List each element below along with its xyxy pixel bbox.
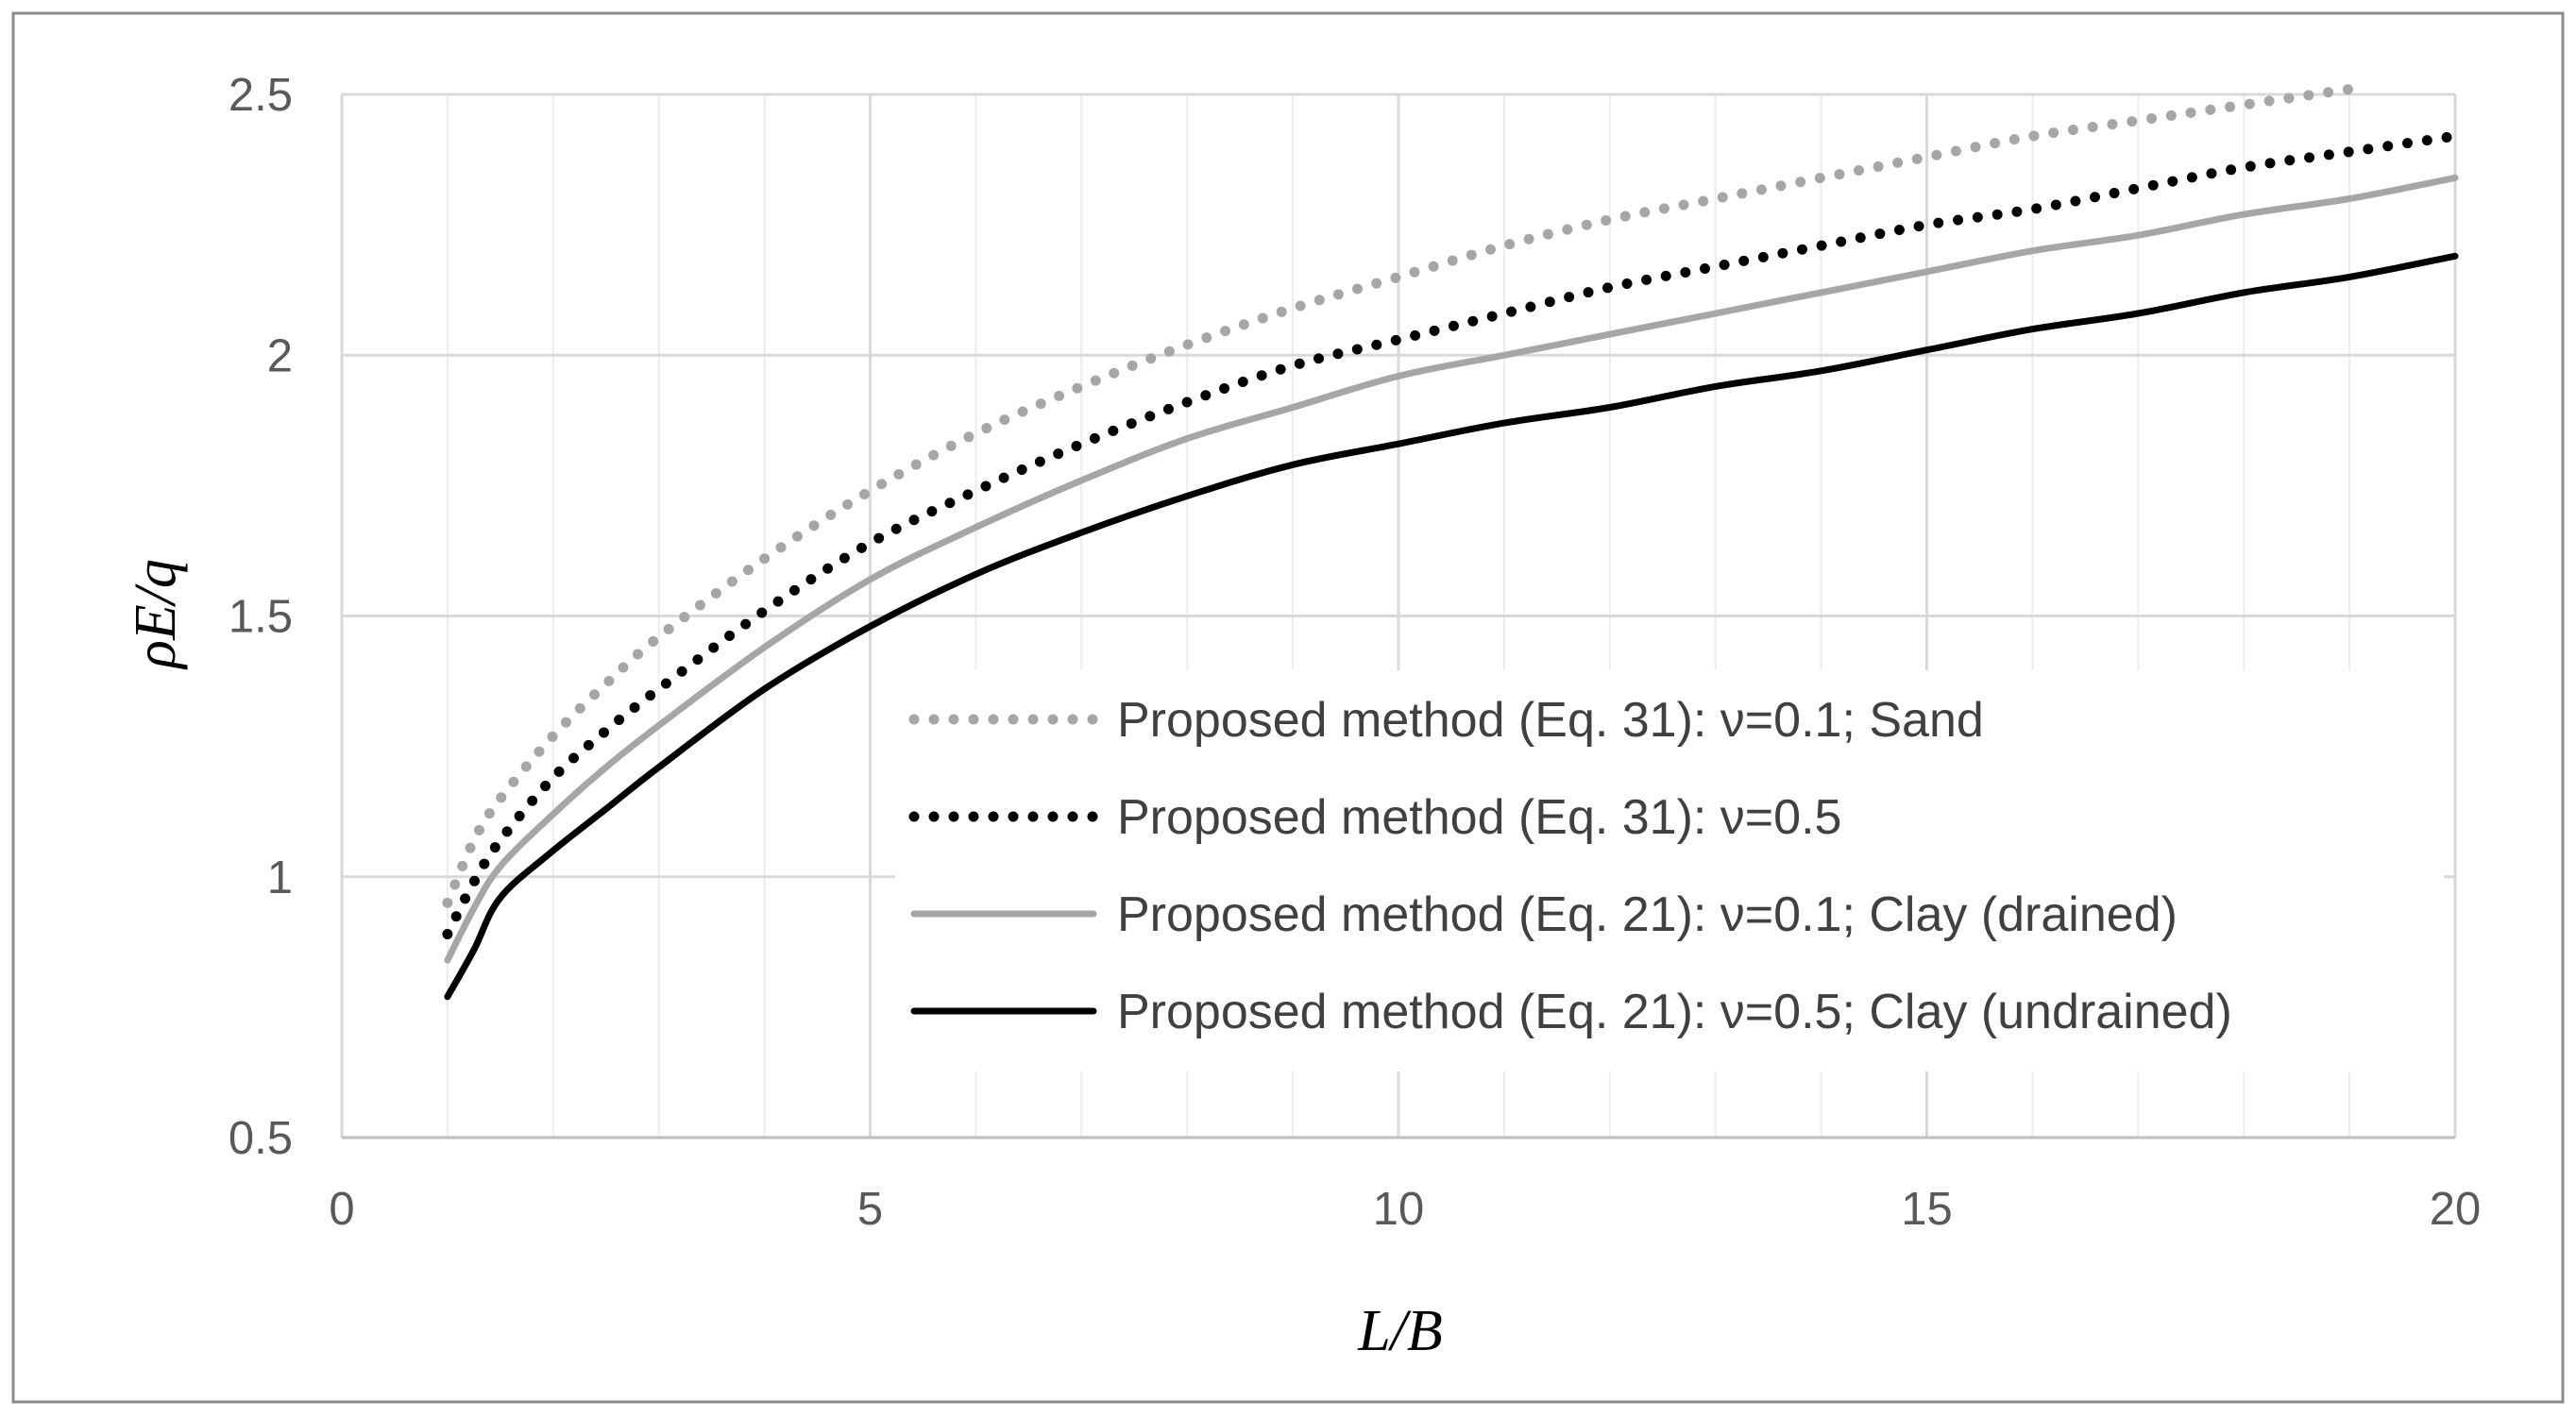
x-tick-label: 10	[1373, 1184, 1425, 1235]
legend-label-clay-drained: Proposed method (Eq. 21): ν=0.1; Clay (d…	[1117, 887, 2178, 942]
legend-label-nu-0-5: Proposed method (Eq. 31): ν=0.5	[1117, 790, 1841, 845]
series-clay-drained-line	[444, 174, 2459, 964]
y-tick-label: 1.5	[229, 592, 293, 643]
y-tick-label: 2	[267, 330, 293, 381]
legend: Proposed method (Eq. 31): ν=0.1; Sand Pro…	[895, 670, 2444, 1071]
y-axis-title: ρE/q	[124, 559, 188, 670]
legend-background	[895, 670, 2444, 1071]
x-tick-label: 15	[1901, 1184, 1953, 1235]
y-tick-label: 2.5	[229, 70, 293, 121]
series-layer	[442, 84, 2461, 1001]
series-sand-nu-0-1-line	[442, 84, 2355, 908]
series-nu-0-5-line	[442, 130, 2461, 939]
y-tick-label: 0.5	[229, 1113, 293, 1164]
legend-label-clay-undrained: Proposed method (Eq. 21): ν=0.5; Clay (u…	[1117, 985, 2232, 1039]
x-tick-label: 20	[2430, 1184, 2482, 1235]
x-axis-ticks: 0 5 10 15 20	[329, 1184, 2481, 1235]
x-tick-label: 0	[329, 1184, 354, 1235]
x-axis-title: L/B	[1357, 1299, 1443, 1363]
x-tick-label: 5	[857, 1184, 883, 1235]
legend-label-sand-nu-0-1: Proposed method (Eq. 31): ν=0.1; Sand	[1117, 693, 1984, 748]
y-axis-ticks: 0.5 1 1.5 2 2.5	[229, 70, 293, 1164]
y-tick-label: 1	[267, 852, 293, 903]
series-clay-undrained-line	[444, 252, 2459, 1001]
